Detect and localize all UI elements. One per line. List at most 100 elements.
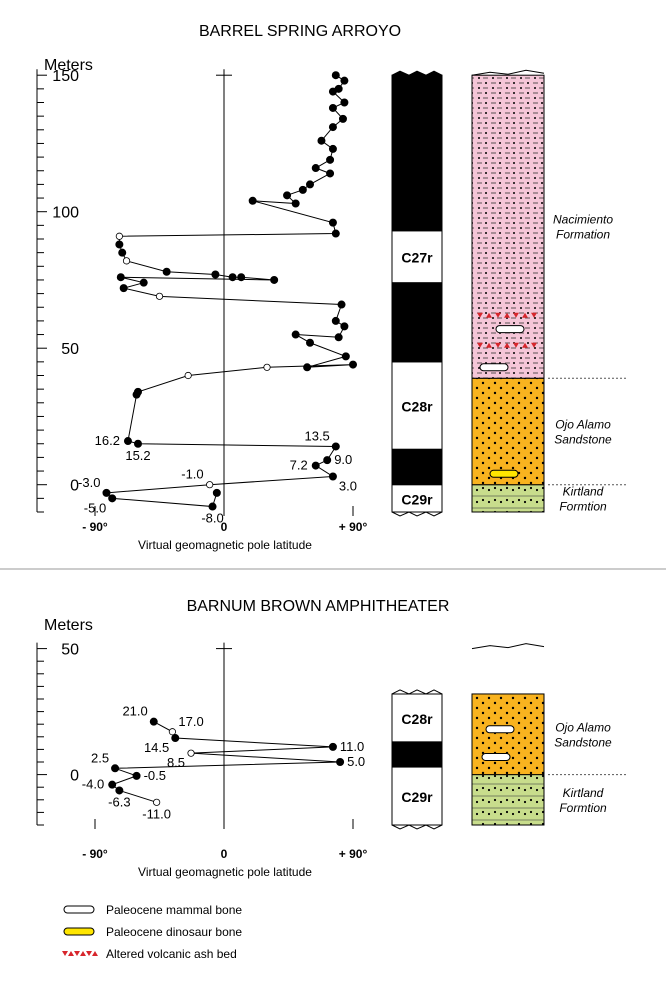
dinosaur-bone-icon <box>63 927 95 936</box>
data-point <box>336 758 345 767</box>
data-point-open <box>184 371 192 380</box>
formation-label: Ojo Alamo <box>555 417 611 431</box>
chron-c29n <box>391 448 443 486</box>
legend-label: Altered volcanic ash bed <box>106 947 237 961</box>
data-point <box>317 136 326 145</box>
formation-kirtland <box>471 484 545 513</box>
plot-area: 0 50 100 150 - 90° 0 + 90° 16.2 15.2 13.5 7.2 9.0 3.… <box>36 68 368 534</box>
legend: Paleocene mammal bone Paleocene dinosaur… <box>62 903 242 961</box>
chron-label: C29n <box>400 747 434 763</box>
data-point <box>132 771 141 780</box>
mammal-bone-icon <box>63 905 95 914</box>
point-label: 2.5 <box>91 750 109 765</box>
chron-label: C27n <box>400 146 434 162</box>
formation-ojo_alamo <box>471 377 545 486</box>
chron-label: C27r <box>401 250 433 266</box>
data-point <box>118 248 127 257</box>
data-point <box>133 439 142 448</box>
x-axis-label: Virtual geomagnetic pole latitude <box>138 538 312 552</box>
plot-area: 0 50 - 90° 0 + 90° 21.0 17.0 14.5 11.0 8.5 5.0 2.5 -… <box>36 642 368 861</box>
data-point-open <box>263 363 271 371</box>
data-point <box>328 472 337 481</box>
data-point <box>248 196 257 205</box>
chron-c27r <box>391 230 443 284</box>
ash-bed-marker <box>495 342 501 348</box>
x-tick-label: - 90° <box>82 520 108 534</box>
formation-kirtland <box>471 774 545 826</box>
ash-triangles-icon <box>62 951 98 956</box>
ash-bed-marker <box>486 342 492 348</box>
data-point <box>111 764 120 773</box>
point-label: -6.3 <box>108 794 130 809</box>
point-label: 9.0 <box>334 452 352 467</box>
data-point <box>228 273 237 282</box>
data-point <box>340 98 349 107</box>
data-point <box>298 185 307 194</box>
y-tick-label: 100 <box>52 205 79 222</box>
chron-c29r <box>391 766 443 826</box>
data-point <box>270 275 279 284</box>
data-point <box>162 267 171 276</box>
y-tick-label: 150 <box>52 68 79 85</box>
chron-label: C28n <box>400 315 434 331</box>
column-break-top <box>391 70 443 76</box>
ash-bed-marker <box>522 342 528 348</box>
data-point <box>348 360 357 369</box>
formation-label: Ojo Alamo <box>555 720 611 734</box>
data-point-open <box>168 728 176 736</box>
panel-barnum-brown: BARNUM BROWN AMPHITHEATER Meters Virtual… <box>36 598 628 879</box>
column-break-top <box>391 689 443 695</box>
mammal-bone-icon <box>479 363 509 372</box>
point-label: 14.5 <box>144 740 169 755</box>
x-axis-label: Virtual geomagnetic pole latitude <box>138 865 312 879</box>
data-point <box>133 387 142 396</box>
x-tick-label: + 90° <box>339 847 368 861</box>
formation-label: Sandstone <box>554 735 612 749</box>
column-break-bottom <box>391 511 443 517</box>
data-point <box>326 155 335 164</box>
chron-c28r <box>391 361 443 450</box>
data-point <box>102 488 111 497</box>
chart-title: BARREL SPRING ARROYO <box>199 23 401 40</box>
formation-ojo_alamo <box>471 693 545 776</box>
formation-label: Formtion <box>559 801 607 815</box>
data-point <box>208 502 217 511</box>
ash-bed-marker <box>495 312 501 318</box>
polarity-column: C29r C29n C28r C28n C27r C27n <box>391 70 443 517</box>
x-tick-label: + 90° <box>339 520 368 534</box>
data-point <box>340 76 349 85</box>
data-point <box>326 169 335 178</box>
data-point <box>340 322 349 331</box>
data-point-open <box>187 749 195 757</box>
data-point <box>323 456 332 465</box>
mammal-bone-icon <box>485 725 515 734</box>
data-point <box>149 717 158 726</box>
ash-bed-marker <box>504 312 510 318</box>
ash-bed-marker <box>486 312 492 318</box>
chron-label: C29r <box>401 789 433 805</box>
data-point <box>115 786 124 795</box>
data-point <box>328 218 337 227</box>
y-axis-label: Meters <box>44 57 93 74</box>
data-point <box>171 734 180 743</box>
point-label: 5.0 <box>347 754 365 769</box>
chron-label: C28r <box>401 711 433 727</box>
data-point <box>328 103 337 112</box>
data-point <box>328 144 337 153</box>
point-label: 21.0 <box>122 704 147 719</box>
y-tick-label: 0 <box>70 768 79 785</box>
point-label: 3.0 <box>339 479 357 494</box>
data-point-open <box>115 232 123 240</box>
point-label: 16.2 <box>95 433 120 448</box>
chron-label: C29r <box>401 491 433 507</box>
chron-c29n <box>391 741 443 768</box>
legend-label: Paleocene dinosaur bone <box>106 925 242 939</box>
data-point <box>116 273 125 282</box>
data-point <box>291 199 300 208</box>
y-tick-label: 50 <box>61 642 79 659</box>
data-point <box>108 494 117 503</box>
data-point <box>334 333 343 342</box>
dinosaur-bone-icon <box>489 469 519 478</box>
